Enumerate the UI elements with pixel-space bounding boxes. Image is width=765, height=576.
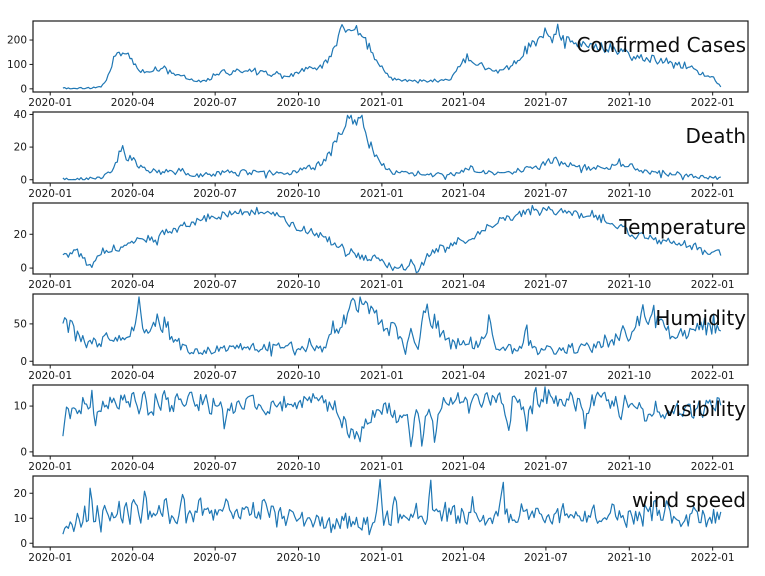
- x-tick-label: 2020-07: [193, 370, 237, 382]
- x-tick-label: 2021-04: [442, 97, 486, 109]
- x-tick-label: 2020-04: [111, 188, 155, 200]
- x-tick-label: 2022-01: [691, 97, 735, 109]
- axes-frame: [32, 384, 749, 457]
- x-tick-label: 2020-01: [28, 279, 72, 291]
- x-tick-label: 2021-01: [360, 370, 404, 382]
- x-tick-label: 2020-07: [193, 188, 237, 200]
- x-tick-label: 2021-10: [607, 461, 651, 473]
- subplot-visibility: 0 10 2020-01 2020-04 2020-07 2020-10 2021-01 20…: [14, 384, 749, 473]
- y-tick-label: 20: [14, 229, 27, 241]
- x-tick-label: 2022-01: [691, 461, 735, 473]
- confirmed-cases-title: Confirmed Cases: [576, 33, 746, 57]
- y-tick-label: 0: [20, 174, 27, 186]
- axes-frame: [32, 202, 749, 275]
- y-tick-label: 0: [20, 83, 27, 95]
- death-line: [62, 114, 722, 181]
- axes-frame: [32, 475, 749, 548]
- wind-speed-title: wind speed: [632, 488, 746, 512]
- y-tick-label: 20: [14, 142, 27, 154]
- humidity-line: [62, 296, 722, 357]
- temperature-title: Temperature: [618, 215, 746, 239]
- x-tick-label: 2021-04: [442, 370, 486, 382]
- subplot-wind-speed: 0 10 20 2020-01 2020-04 2020-07 2020-10 2021-01…: [14, 475, 749, 564]
- x-tick-label: 2020-01: [28, 188, 72, 200]
- x-tick-label: 2021-07: [524, 552, 568, 564]
- x-tick-label: 2020-01: [28, 461, 72, 473]
- y-tick-label: 0: [20, 263, 27, 275]
- x-tick-label: 2020-01: [28, 370, 72, 382]
- wind-speed-line: [62, 478, 722, 536]
- x-tick-label: 2022-01: [691, 552, 735, 564]
- subplot-temperature: 0 20 2020-01 2020-04 2020-07 2020-10 2021-01 20…: [14, 202, 749, 291]
- confirmed-cases-line: [62, 23, 722, 90]
- x-tick-label: 2020-04: [111, 279, 155, 291]
- x-tick-label: 2020-07: [193, 461, 237, 473]
- axes-frame: [32, 20, 749, 93]
- x-tick-label: 2020-10: [277, 188, 321, 200]
- x-tick-label: 2020-04: [111, 97, 155, 109]
- x-tick-label: 2021-10: [607, 370, 651, 382]
- x-tick-label: 2020-04: [111, 552, 155, 564]
- x-tick-label: 2021-01: [360, 97, 404, 109]
- x-tick-label: 2021-01: [360, 279, 404, 291]
- visibility-title: visibility: [664, 397, 747, 421]
- axes-frame: [32, 111, 749, 184]
- x-tick-label: 2021-10: [607, 279, 651, 291]
- death-title: Death: [686, 124, 746, 148]
- x-tick-label: 2020-01: [28, 97, 72, 109]
- y-tick-label: 40: [14, 109, 27, 121]
- x-tick-label: 2022-01: [691, 188, 735, 200]
- x-tick-label: 2022-01: [691, 370, 735, 382]
- x-tick-label: 2021-07: [524, 97, 568, 109]
- humidity-title: Humidity: [655, 306, 746, 330]
- y-tick-label: 0: [20, 538, 27, 550]
- x-tick-label: 2020-10: [277, 279, 321, 291]
- y-tick-label: 100: [7, 59, 27, 71]
- x-tick-label: 2021-01: [360, 188, 404, 200]
- y-tick-label: 0: [20, 356, 27, 368]
- subplot-death: 0 20 40 2020-01 2020-04 2020-07 2020-10 2021-01…: [14, 109, 749, 200]
- x-tick-label: 2021-01: [360, 552, 404, 564]
- x-tick-label: 2021-07: [524, 370, 568, 382]
- axes-frame: [32, 293, 749, 366]
- temperature-line: [62, 204, 722, 274]
- x-tick-label: 2021-04: [442, 279, 486, 291]
- x-tick-label: 2021-10: [607, 97, 651, 109]
- y-tick-label: 0: [20, 446, 27, 458]
- subplot-humidity: 0 50 2020-01 2020-04 2020-07 2020-10 2021-01 20…: [14, 293, 749, 382]
- y-tick-label: 10: [14, 401, 27, 413]
- x-tick-label: 2020-07: [193, 279, 237, 291]
- x-tick-label: 2021-10: [607, 552, 651, 564]
- y-tick-label: 10: [14, 513, 27, 525]
- x-tick-label: 2022-01: [691, 279, 735, 291]
- x-tick-label: 2020-07: [193, 97, 237, 109]
- x-tick-label: 2021-01: [360, 461, 404, 473]
- x-tick-label: 2020-10: [277, 370, 321, 382]
- x-tick-label: 2020-10: [277, 552, 321, 564]
- x-tick-label: 2020-04: [111, 370, 155, 382]
- x-tick-label: 2021-07: [524, 279, 568, 291]
- x-tick-label: 2021-07: [524, 461, 568, 473]
- visibility-line: [62, 386, 722, 448]
- y-tick-label: 20: [14, 488, 27, 500]
- x-tick-label: 2020-07: [193, 552, 237, 564]
- x-tick-label: 2021-07: [524, 188, 568, 200]
- x-tick-label: 2020-01: [28, 552, 72, 564]
- x-tick-label: 2021-04: [442, 461, 486, 473]
- x-tick-label: 2021-04: [442, 188, 486, 200]
- x-tick-label: 2021-04: [442, 552, 486, 564]
- subplot-confirmed-cases: 0 100 200 2020-01 2020-04 2020-07 2020-10 2021-…: [7, 20, 749, 109]
- x-tick-label: 2020-10: [277, 97, 321, 109]
- x-tick-label: 2020-10: [277, 461, 321, 473]
- x-tick-label: 2020-04: [111, 461, 155, 473]
- y-tick-label: 50: [14, 318, 27, 330]
- x-tick-label: 2021-10: [607, 188, 651, 200]
- y-tick-label: 200: [7, 35, 27, 47]
